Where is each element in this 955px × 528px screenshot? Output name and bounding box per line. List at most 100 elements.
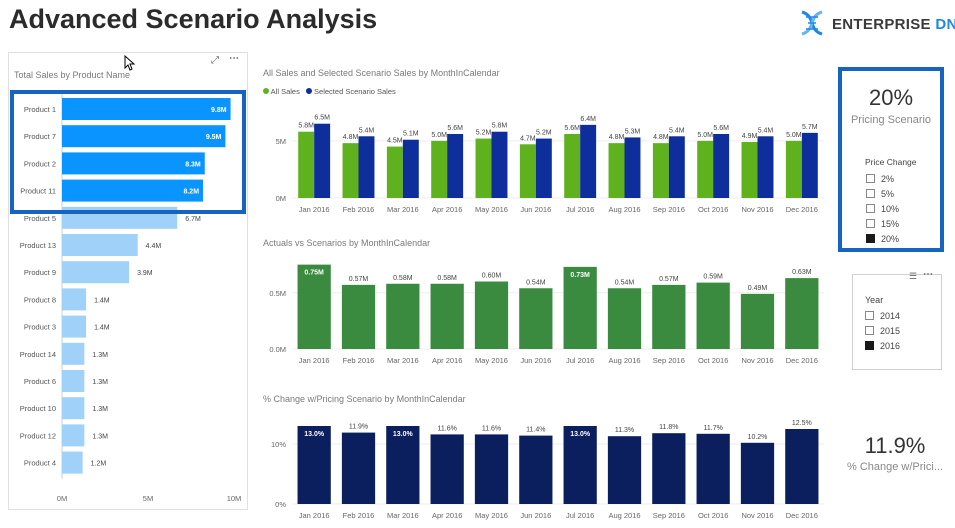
product-label: Product 4: [24, 459, 56, 468]
column-bar[interactable]: [358, 136, 375, 198]
product-bar[interactable]: [62, 179, 204, 202]
year-option[interactable]: 2015: [865, 324, 900, 339]
column-bar[interactable]: [607, 288, 642, 349]
year-option[interactable]: 2016: [865, 339, 900, 354]
actuals-bar-svg: 0.5M 0.0M 0.75M 0.57M 0.58M 0.58M 0.60M 0.54M 0.…: [269, 264, 824, 365]
column-bar[interactable]: [491, 131, 508, 198]
pricing-scenario-panel: 20% Pricing Scenario Price Change 2% 5% 10…: [838, 67, 944, 252]
pct-change-chart[interactable]: % Change w/Pricing Scenario by MonthInCa…: [258, 388, 828, 524]
column-bar[interactable]: [668, 136, 685, 198]
column-bar[interactable]: [314, 123, 331, 198]
column-bar[interactable]: [652, 433, 686, 504]
checkbox-icon[interactable]: [865, 326, 874, 335]
column-bar[interactable]: [785, 140, 802, 198]
column-bar[interactable]: [341, 284, 376, 349]
product-bar[interactable]: [62, 451, 83, 474]
product-bar[interactable]: [62, 370, 85, 392]
column-bar[interactable]: [740, 293, 775, 349]
column-bar[interactable]: [652, 143, 669, 198]
column-value-label: 0.57M: [349, 276, 369, 283]
checkbox-icon[interactable]: [866, 204, 875, 213]
column-bar[interactable]: [563, 426, 597, 504]
price-change-option[interactable]: 5%: [866, 187, 899, 202]
column-bar[interactable]: [652, 284, 686, 349]
column-bar[interactable]: [402, 139, 419, 198]
column-bar[interactable]: [519, 288, 553, 349]
checkbox-icon[interactable]: [866, 219, 875, 228]
column-bar[interactable]: [386, 283, 420, 349]
column-bar[interactable]: [696, 433, 730, 504]
checkbox-icon[interactable]: [866, 174, 875, 183]
column-bar[interactable]: [474, 281, 509, 350]
x-tick-label: Dec 2016: [786, 205, 818, 214]
column-bar[interactable]: [563, 266, 597, 349]
column-bar[interactable]: [785, 278, 819, 349]
column-bar[interactable]: [475, 138, 492, 198]
product-bar[interactable]: [62, 424, 85, 447]
product-bar[interactable]: [62, 397, 85, 420]
price-change-option[interactable]: 20%: [866, 232, 899, 247]
column-bar[interactable]: [519, 435, 553, 504]
column-bar[interactable]: [447, 134, 464, 198]
column-bar[interactable]: [430, 283, 464, 349]
product-bar[interactable]: [62, 152, 205, 175]
column-bar[interactable]: [608, 143, 625, 198]
price-change-option[interactable]: 2%: [866, 172, 899, 187]
price-change-option[interactable]: 15%: [866, 217, 899, 232]
column-bar[interactable]: [564, 134, 581, 198]
brand-name: ENTERPRISE DNA: [832, 16, 955, 33]
column-bar[interactable]: [741, 142, 758, 198]
x-tick-label: Aug 2016: [608, 511, 640, 520]
column-value-label: 5.0M: [697, 132, 713, 139]
column-bar[interactable]: [431, 140, 448, 198]
column-bar[interactable]: [297, 264, 331, 349]
column-value-label: 11.6%: [437, 425, 456, 432]
focus-mode-icon[interactable]: ⤢: [211, 55, 219, 66]
column-bar[interactable]: [342, 143, 359, 198]
product-label: Product 5: [24, 214, 56, 223]
product-value-label: 1.4M: [94, 325, 110, 332]
more-options-icon[interactable]: ⋯: [229, 53, 239, 64]
column-bar[interactable]: [386, 426, 420, 504]
product-bar[interactable]: [62, 315, 87, 338]
checkbox-icon[interactable]: [865, 341, 874, 350]
year-slicer-filter-icon[interactable]: ☰: [909, 271, 918, 281]
year-option-label: 2015: [880, 326, 901, 336]
year-slicer-more-icon[interactable]: ⋯: [923, 269, 933, 280]
product-bar[interactable]: [62, 98, 231, 120]
column-bar[interactable]: [624, 137, 641, 198]
column-bar[interactable]: [535, 138, 552, 198]
column-bar[interactable]: [298, 131, 315, 198]
price-change-option[interactable]: 10%: [866, 202, 899, 217]
product-bar[interactable]: [62, 261, 130, 284]
product-sales-chart[interactable]: Total Sales by Product Name ⤢ ⋯ Product …: [8, 52, 248, 510]
product-bar[interactable]: [62, 288, 87, 311]
checkbox-icon[interactable]: [865, 311, 874, 320]
product-bar[interactable]: [62, 342, 85, 365]
checkbox-icon[interactable]: [866, 189, 875, 198]
product-bar[interactable]: [62, 234, 138, 256]
column-bar[interactable]: [430, 434, 464, 504]
column-bar[interactable]: [519, 144, 536, 198]
actuals-scenario-chart[interactable]: Actuals vs Scenarios by MonthInCalendar …: [258, 232, 828, 372]
y-tick-label: 10%: [271, 440, 286, 449]
column-bar[interactable]: [341, 432, 376, 504]
column-bar[interactable]: [697, 140, 714, 198]
column-bar[interactable]: [386, 146, 403, 198]
column-bar[interactable]: [740, 442, 775, 504]
column-bar[interactable]: [297, 426, 331, 504]
column-bar[interactable]: [696, 282, 730, 349]
year-option[interactable]: 2014: [865, 309, 900, 324]
product-bar[interactable]: [62, 125, 226, 148]
column-bar[interactable]: [474, 434, 509, 504]
column-bar[interactable]: [713, 134, 730, 198]
column-bar[interactable]: [785, 429, 819, 504]
column-bar[interactable]: [757, 136, 774, 198]
checkbox-icon[interactable]: [866, 234, 875, 243]
column-bar[interactable]: [580, 124, 597, 198]
year-slicer-options: 2014 2015 2016: [865, 309, 900, 354]
sales-scenario-chart[interactable]: All Sales and Selected Scenario Sales by…: [258, 62, 828, 224]
column-bar[interactable]: [801, 132, 818, 198]
y-tick-label: 0%: [275, 500, 286, 509]
column-bar[interactable]: [607, 436, 642, 504]
